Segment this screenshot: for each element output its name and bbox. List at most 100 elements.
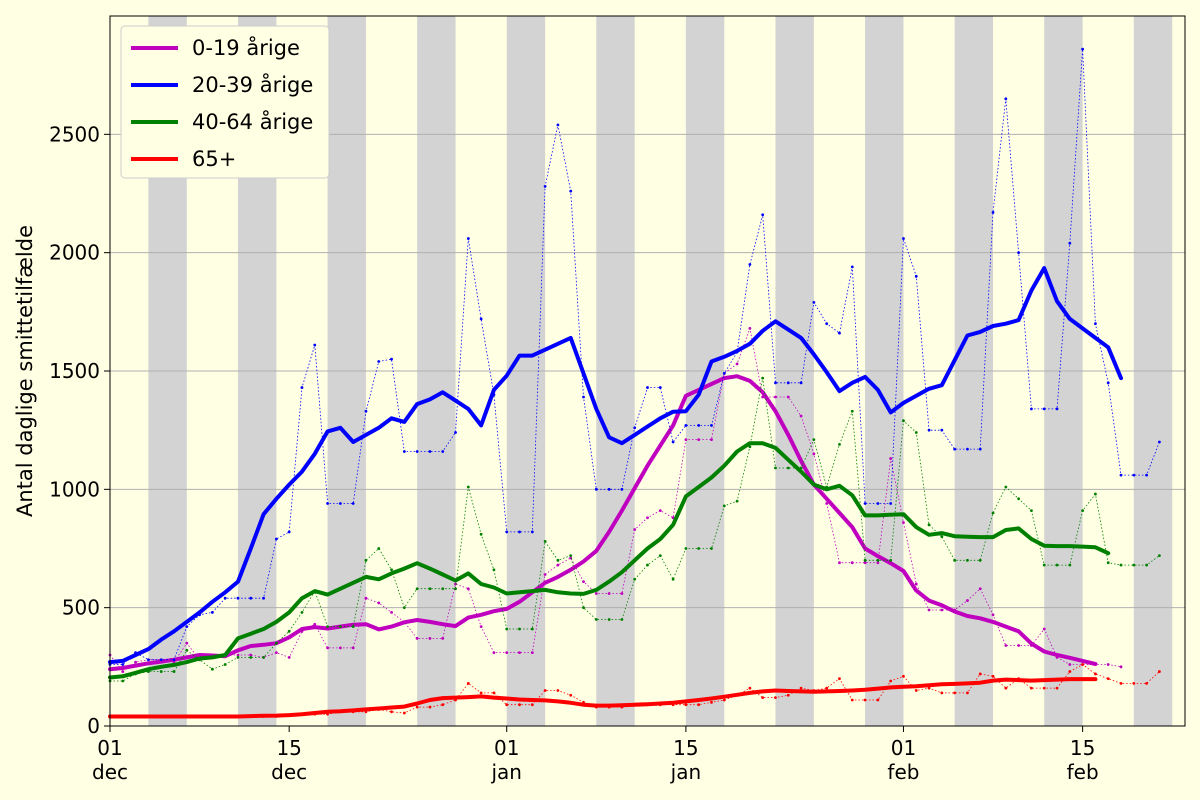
daily-point	[786, 395, 790, 399]
daily-point	[889, 457, 893, 460]
daily-point	[786, 693, 790, 697]
daily-point	[812, 438, 816, 442]
daily-point	[492, 691, 496, 695]
daily-point	[428, 450, 432, 453]
daily-point	[479, 317, 483, 321]
daily-point	[1094, 492, 1097, 496]
daily-point	[364, 558, 368, 562]
x-tick-day: 01	[97, 736, 122, 760]
daily-point	[838, 331, 841, 335]
daily-point	[978, 447, 982, 451]
daily-point	[236, 596, 240, 600]
daily-point	[620, 618, 624, 621]
daily-point	[556, 563, 560, 567]
daily-point	[863, 558, 867, 562]
daily-point	[223, 663, 227, 666]
daily-point	[377, 360, 381, 363]
daily-point	[492, 568, 496, 572]
daily-point	[415, 587, 419, 591]
daily-point	[185, 641, 189, 645]
daily-point	[1119, 563, 1123, 567]
daily-point	[505, 651, 509, 655]
daily-point	[441, 703, 445, 707]
daily-point	[876, 558, 880, 562]
daily-point	[1119, 665, 1123, 669]
daily-point	[543, 185, 547, 188]
daily-point	[569, 554, 573, 557]
daily-point	[262, 596, 265, 600]
daily-point	[761, 213, 765, 217]
daily-point	[940, 608, 944, 612]
daily-point	[748, 263, 752, 266]
daily-point	[121, 679, 125, 683]
daily-point	[620, 487, 624, 491]
daily-point	[889, 679, 893, 683]
daily-point	[697, 424, 701, 427]
daily-point	[786, 381, 790, 385]
daily-point	[710, 547, 713, 550]
daily-point	[351, 646, 355, 650]
daily-point	[825, 502, 829, 505]
daily-point	[530, 530, 534, 534]
daily-point	[1017, 497, 1021, 501]
daily-point	[428, 587, 432, 591]
daily-point	[607, 618, 611, 621]
daily-point	[582, 606, 585, 610]
daily-point	[927, 608, 931, 612]
daily-point	[953, 558, 957, 562]
daily-point	[556, 689, 560, 692]
daily-point	[850, 561, 854, 565]
daily-point	[466, 485, 470, 489]
daily-point	[953, 691, 957, 695]
daily-point	[249, 653, 253, 657]
daily-point	[210, 667, 214, 671]
daily-point	[927, 428, 931, 432]
average-line	[108, 374, 1098, 672]
daily-point	[300, 386, 304, 389]
daily-point	[1017, 251, 1021, 255]
daily-point	[326, 625, 329, 628]
daily-point	[697, 547, 701, 550]
daily-point	[326, 502, 329, 505]
daily-point	[1094, 672, 1097, 676]
daily-point	[761, 376, 765, 380]
daily-point	[940, 691, 944, 695]
daily-point	[274, 651, 278, 655]
daily-point	[390, 710, 393, 714]
daily-point	[390, 568, 393, 572]
daily-point	[236, 653, 240, 657]
daily-point	[338, 625, 342, 628]
daily-point	[1004, 686, 1008, 690]
daily-point	[774, 395, 777, 399]
daily-point	[441, 637, 445, 640]
daily-point	[441, 587, 445, 591]
daily-point	[466, 237, 470, 240]
daily-point	[1158, 670, 1161, 673]
daily-point	[761, 696, 765, 699]
y-axis-ticks: 0 500 1000 1500 2000 2500	[49, 122, 110, 738]
daily-point	[479, 532, 483, 536]
daily-point	[914, 689, 918, 692]
daily-point	[799, 686, 803, 690]
daily-point	[185, 625, 189, 628]
daily-point	[1068, 670, 1072, 673]
daily-point	[377, 601, 381, 605]
daily-point	[850, 698, 854, 702]
legend-label: 65+	[192, 147, 236, 171]
daily-point	[1106, 677, 1110, 681]
daily-point	[543, 540, 547, 543]
legend-box	[120, 25, 330, 179]
daily-point	[953, 447, 957, 451]
y-tick-label: 500	[62, 596, 100, 620]
daily-point	[748, 327, 752, 330]
daily-point	[530, 651, 534, 655]
daily-point	[684, 703, 688, 707]
daily-point	[146, 658, 150, 662]
daily-point	[966, 599, 969, 602]
y-tick-label: 1500	[49, 359, 100, 383]
daily-point	[415, 705, 419, 709]
daily-point	[812, 300, 816, 304]
daily-point	[505, 627, 509, 631]
x-tick-day: 15	[673, 736, 698, 760]
